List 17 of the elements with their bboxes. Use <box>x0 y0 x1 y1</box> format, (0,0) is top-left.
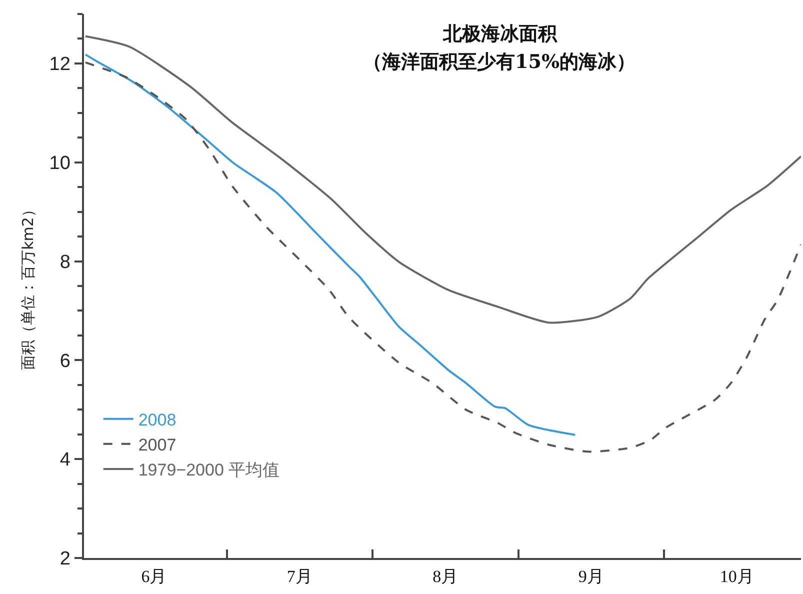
legend-label: 2007 <box>138 436 176 455</box>
x-tick-label: 10月 <box>720 567 754 586</box>
text: 北极海冰面积 <box>442 23 558 45</box>
y-tick-label: 4 <box>60 450 71 471</box>
x-tick-label: 7月 <box>286 567 312 586</box>
y-tick-label: 12 <box>49 54 70 76</box>
y-axis-title: 面积（单位：百万km2） <box>19 202 38 370</box>
y-tick-label: 2 <box>60 548 70 570</box>
text: （海洋面积至少有15%的海冰） <box>363 51 636 73</box>
x-tick-label: 8月 <box>432 567 458 586</box>
y-tick-label: 6 <box>60 350 70 372</box>
x-tick-label: 9月 <box>578 567 604 586</box>
y-tick-label: 10 <box>49 153 70 174</box>
y-tick-label: 8 <box>60 252 70 273</box>
legend-label: 1979−2000 平均值 <box>138 460 280 480</box>
x-tick-label: 6月 <box>141 567 167 586</box>
legend-label: 2008 <box>138 410 176 430</box>
